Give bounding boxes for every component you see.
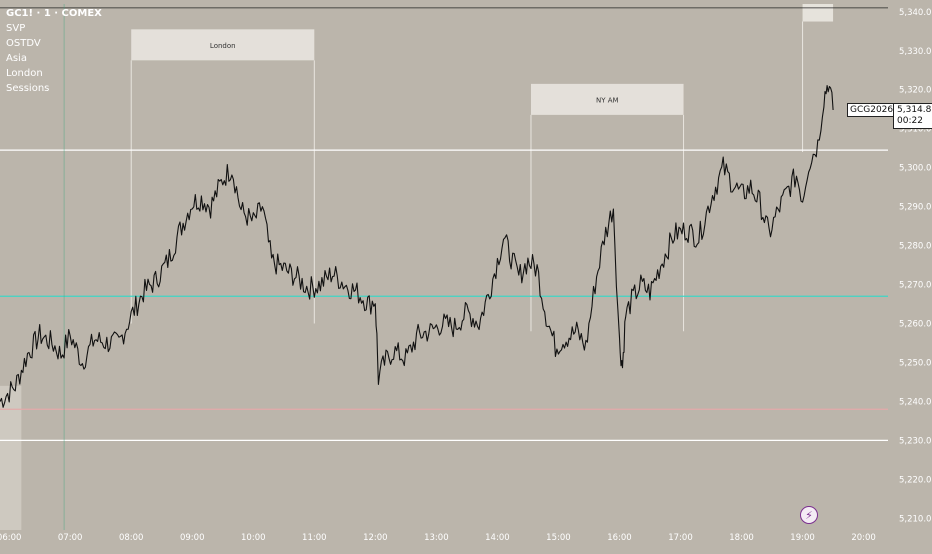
x-tick-label: 09:00 — [180, 533, 205, 543]
y-tick-label: 5,310.0 — [899, 125, 931, 135]
level-lines — [0, 7, 888, 441]
current-session-box-header — [802, 4, 834, 22]
legend-indicator-svp[interactable]: SVP — [6, 23, 26, 34]
y-tick-label: 5,210.0 — [899, 514, 931, 524]
x-tick-label: 06:00 — [0, 533, 21, 543]
y-tick-label: 5,340.0 — [899, 8, 931, 18]
legend-indicator-asia[interactable]: Asia — [6, 53, 27, 64]
x-tick-label: 18:00 — [729, 533, 754, 543]
x-tick-label: 11:00 — [302, 533, 327, 543]
legend-indicator-ostdv[interactable]: OSTDV — [6, 38, 41, 49]
y-tick-label: 5,260.0 — [899, 319, 931, 329]
time-axis[interactable]: 06:00 07:00 08:00 09:00 10:00 11:00 12:00 13:00… — [0, 533, 876, 543]
x-tick-label: 10:00 — [241, 533, 266, 543]
last-price-value: 5,314.8 — [897, 105, 932, 115]
y-tick-label: 5,230.0 — [899, 436, 931, 446]
session-label: NY AM — [596, 96, 619, 104]
y-tick-label: 5,320.0 — [899, 86, 931, 96]
y-tick-label: 5,330.0 — [899, 47, 931, 57]
x-tick-label: 20:00 — [851, 533, 876, 543]
last-price-tag: 5,314.8 00:22 — [893, 103, 932, 129]
x-tick-label: 14:00 — [485, 533, 510, 543]
x-tick-label: 07:00 — [58, 533, 83, 543]
price-series — [0, 85, 834, 408]
x-tick-label: 08:00 — [119, 533, 144, 543]
x-tick-label: 19:00 — [790, 533, 815, 543]
y-tick-label: 5,220.0 — [899, 475, 931, 485]
y-tick-label: 5,290.0 — [899, 203, 931, 213]
y-tick-label: 5,250.0 — [899, 358, 931, 368]
legend-symbol[interactable]: GC1! · 1 · COMEX — [6, 8, 102, 19]
price-scale-symbol-tag: GCG2026 — [847, 103, 896, 117]
x-tick-label: 17:00 — [668, 533, 693, 543]
x-tick-label: 13:00 — [424, 533, 449, 543]
x-tick-label: 15:00 — [546, 533, 571, 543]
session-boxes: London NY AM — [0, 4, 834, 530]
session-label: London — [210, 42, 236, 50]
session-box-header — [131, 29, 315, 61]
x-tick-label: 12:00 — [363, 533, 388, 543]
y-tick-label: 5,240.0 — [899, 397, 931, 407]
y-tick-label: 5,270.0 — [899, 281, 931, 291]
asia-session-box — [0, 385, 22, 530]
lightning-icon[interactable]: ⚡ — [800, 506, 818, 524]
y-tick-label: 5,280.0 — [899, 242, 931, 252]
chart-legend: GC1! · 1 · COMEX SVP OSTDV Asia London S… — [6, 6, 102, 96]
price-series-line — [0, 85, 834, 408]
price-axis[interactable]: 5,210.0 5,220.0 5,230.0 5,240.0 5,250.0 5,260… — [899, 8, 931, 525]
session-box-header — [530, 83, 684, 115]
bar-countdown: 00:22 — [897, 116, 923, 126]
x-tick-label: 16:00 — [607, 533, 632, 543]
legend-indicator-sessions[interactable]: Sessions — [6, 83, 50, 94]
legend-indicator-london[interactable]: London — [6, 68, 43, 79]
y-tick-label: 5,300.0 — [899, 164, 931, 174]
